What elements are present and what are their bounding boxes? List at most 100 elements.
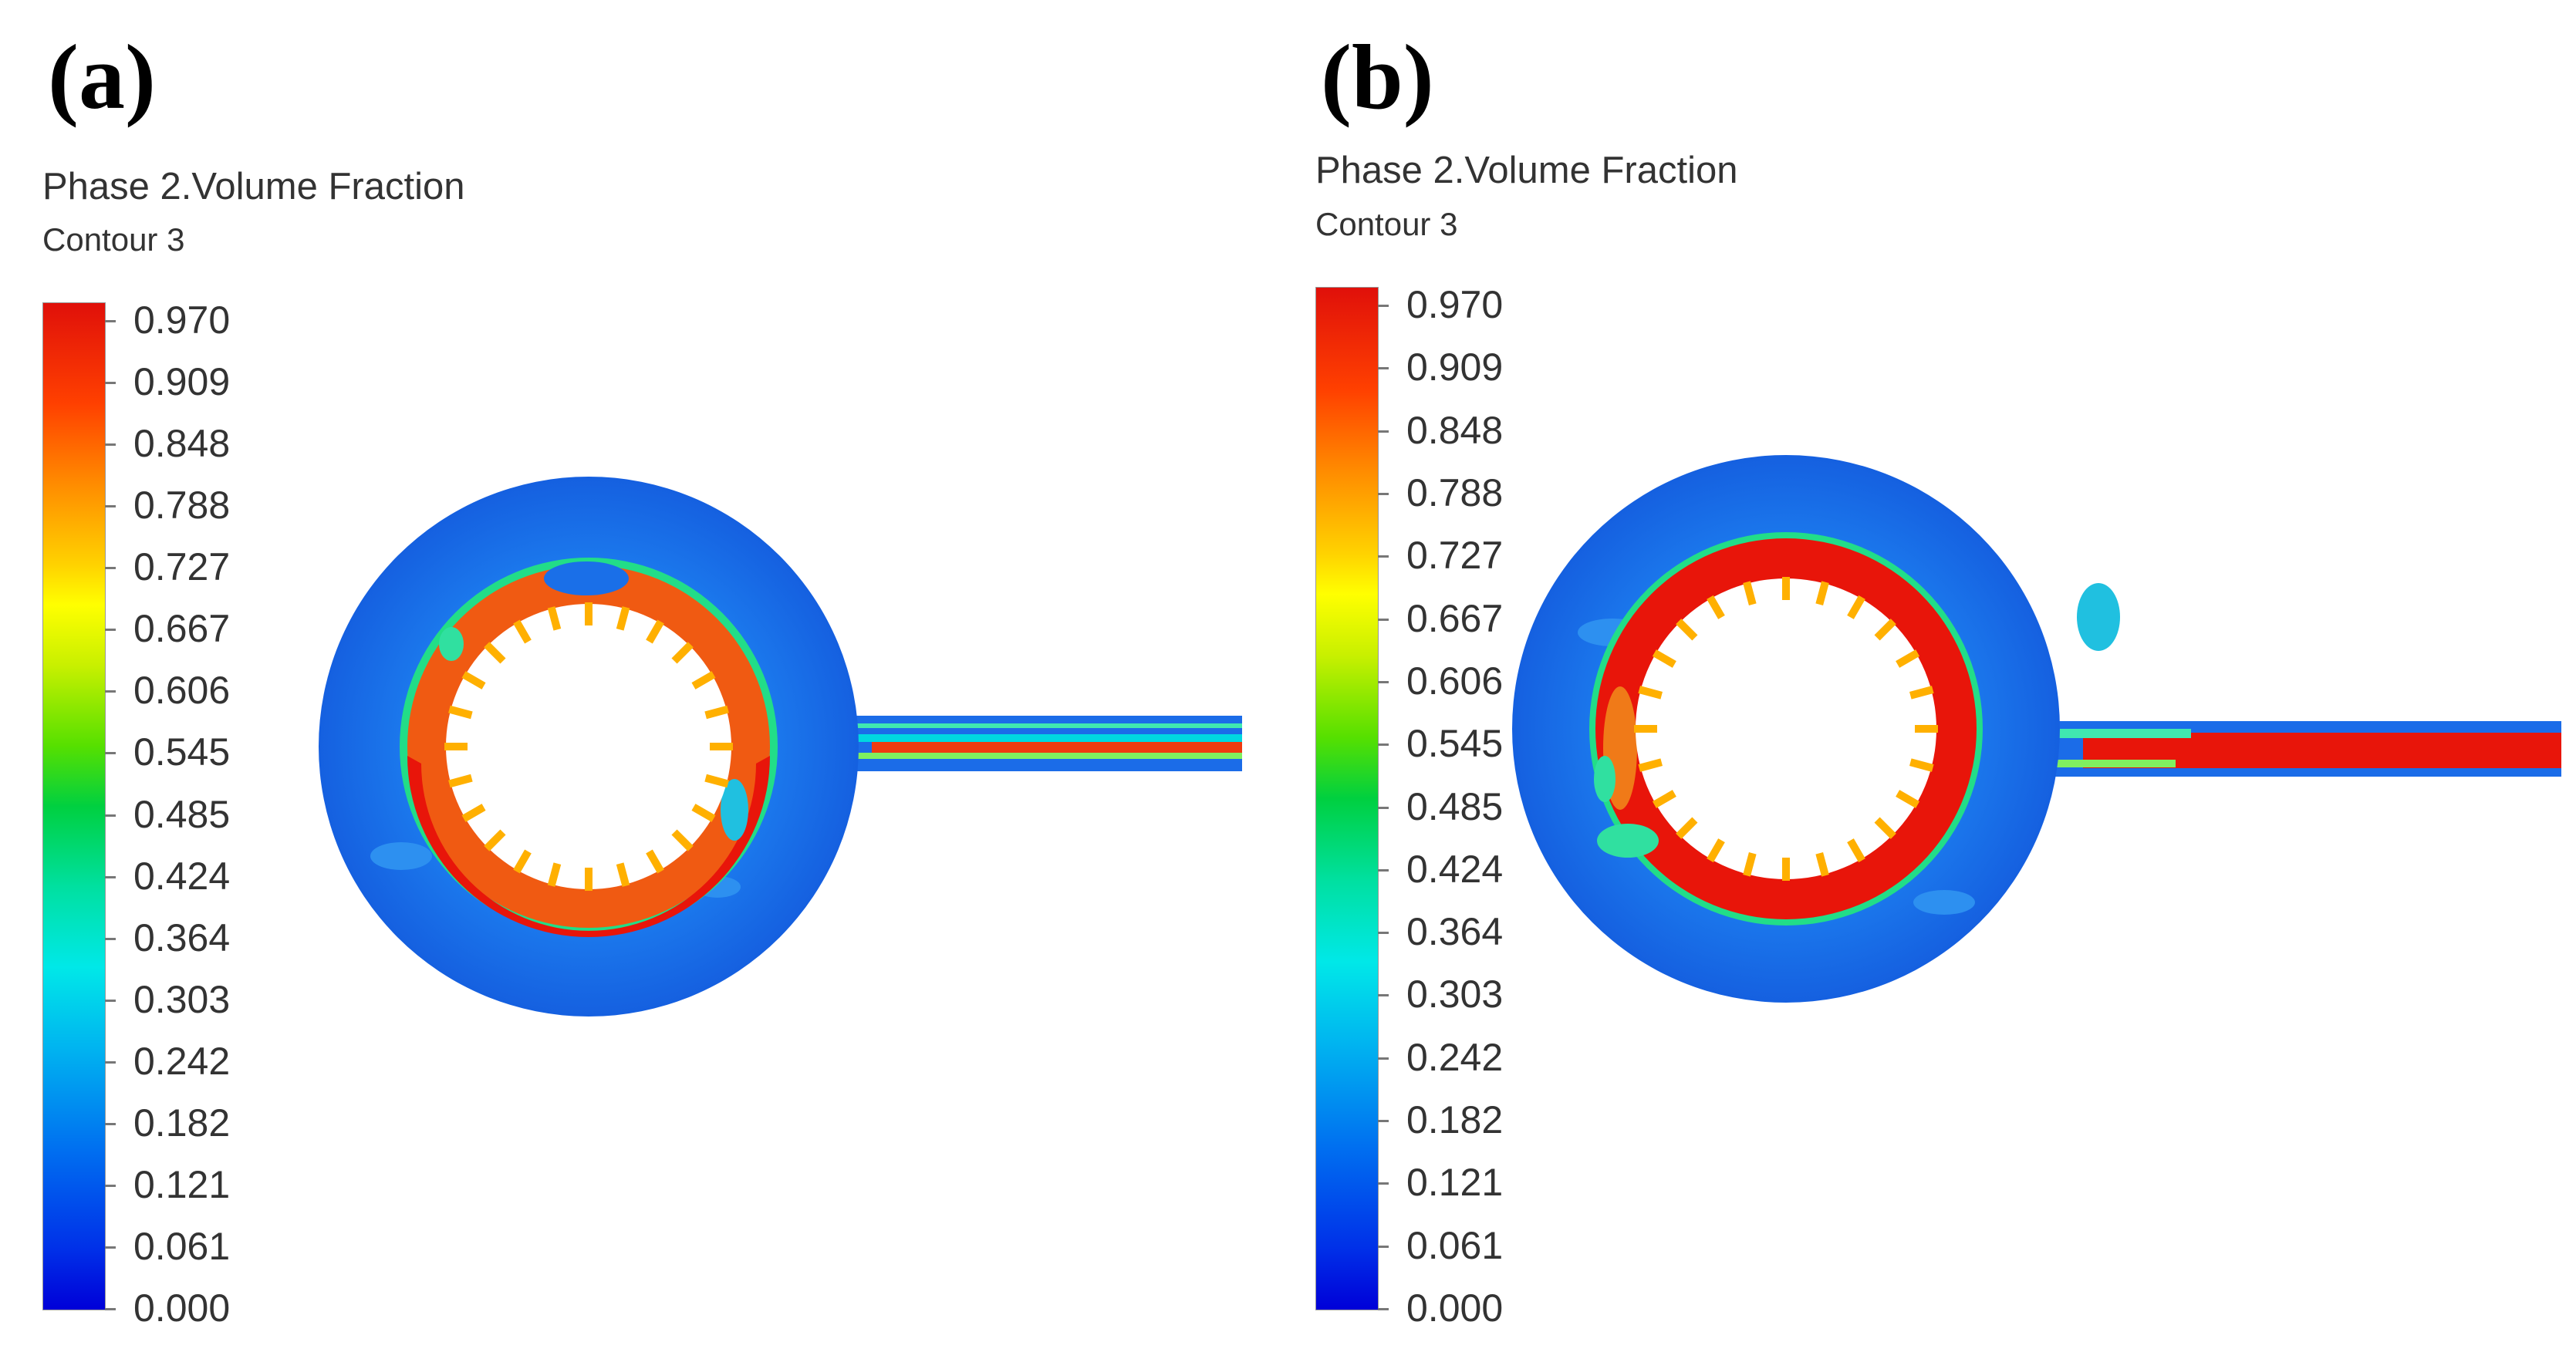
bubble-pocket	[2077, 583, 2120, 651]
colorbar-tick-mark	[1378, 367, 1389, 370]
panel-a: (a) Phase 2.Volume Fraction Contour 3 0.…	[0, 0, 1281, 1352]
colorbar-tick-mark	[105, 1246, 116, 1249]
colorbar-tick-label: 0.848	[1406, 408, 1504, 452]
colorbar-tick-mark	[105, 937, 116, 940]
panel-label: (b)	[1321, 25, 1434, 128]
flow-streak	[370, 842, 432, 870]
legend-title: Phase 2.Volume Fraction	[42, 166, 465, 207]
legend-subtitle: Contour 3	[42, 221, 185, 258]
colorbar-tick-label: 0.606	[1406, 659, 1504, 703]
core-tooth	[1847, 838, 1865, 863]
colorbar-tick-label: 0.000	[133, 1286, 231, 1330]
colorbar-tick-mark	[1378, 555, 1389, 558]
flow-streak	[1913, 890, 1975, 915]
core-tooth	[1909, 758, 1934, 772]
colorbar-tick-mark	[1378, 932, 1389, 935]
colorbar-tick-mark	[105, 875, 116, 878]
colorbar	[1315, 287, 1379, 1310]
colorbar-tick-mark	[1378, 806, 1389, 809]
colorbar-tick-label: 0.788	[133, 484, 231, 528]
bubble-pocket	[1594, 756, 1615, 802]
colorbar-tick-label: 0.424	[1406, 847, 1504, 891]
core-tooth	[1638, 758, 1663, 772]
core-tooth	[448, 774, 473, 788]
colorbar-tick-mark	[1378, 1308, 1389, 1310]
colorbar-tick-label: 0.061	[1406, 1223, 1504, 1267]
core-tooth	[461, 804, 486, 822]
volume-fraction-contour	[1512, 455, 2561, 1003]
bubble-pocket	[439, 627, 464, 661]
colorbar-tick-mark	[105, 629, 116, 632]
colorbar-tick-mark	[1378, 994, 1389, 997]
colorbar-tick-label: 0.242	[133, 1039, 231, 1083]
colorbar-tick-label: 0.909	[1406, 346, 1504, 389]
colorbar-tick-mark	[105, 320, 116, 322]
colorbar-tick-label: 0.364	[1406, 910, 1504, 954]
colorbar-tick-label: 0.242	[1406, 1035, 1504, 1079]
colorbar-tick-label: 0.303	[1406, 973, 1504, 1017]
core-tooth	[704, 705, 729, 720]
colorbar-tick-mark	[1378, 492, 1389, 495]
core-tooth	[1707, 838, 1725, 863]
core-tooth	[646, 849, 664, 874]
core-tooth	[1638, 686, 1663, 700]
core-tooth	[691, 671, 716, 689]
outlet-streak	[760, 753, 1242, 759]
core-tooth	[1743, 581, 1757, 605]
core-tooth	[616, 606, 630, 631]
colorbar-tick-mark	[1378, 430, 1389, 433]
core-tooth	[484, 829, 506, 851]
colorbar-tick-mark	[1378, 680, 1389, 683]
core-tooth	[1874, 619, 1896, 641]
colorbar-tick-label: 0.303	[133, 977, 231, 1021]
colorbar-tick-label: 0.727	[1406, 534, 1504, 578]
colorbar-tick-mark	[105, 1184, 116, 1187]
colorbar-tick-label: 0.182	[1406, 1098, 1504, 1142]
outlet-streak	[760, 734, 1242, 742]
colorbar-tick-mark	[1378, 1057, 1389, 1060]
bubble-pocket	[721, 779, 748, 841]
core-tooth	[704, 774, 729, 788]
colorbar-tick-label: 0.364	[133, 915, 231, 959]
core-tooth	[1676, 619, 1698, 641]
colorbar-tick-mark	[105, 1122, 116, 1125]
core-tooth	[616, 862, 630, 887]
core-tooth	[513, 619, 532, 644]
core-tooth	[671, 829, 694, 851]
colorbar-tick-label: 0.121	[133, 1162, 231, 1206]
colorbar-tick-label: 0.121	[1406, 1161, 1504, 1205]
colorbar-tick-mark	[1378, 868, 1389, 872]
colorbar-tick-mark	[105, 1060, 116, 1064]
colorbar-tick-label: 0.970	[133, 298, 231, 342]
core-tooth	[1847, 595, 1865, 619]
bubble-pocket	[1597, 824, 1659, 858]
colorbar-tick-label: 0.667	[1406, 596, 1504, 640]
core-tooth	[547, 606, 562, 631]
colorbar-tick-mark	[105, 382, 116, 385]
core-tooth	[1652, 649, 1676, 668]
inner-core	[446, 604, 731, 889]
core-tooth	[1896, 649, 1920, 668]
inner-teeth	[1634, 577, 1938, 881]
colorbar-tick-label: 0.424	[133, 854, 231, 898]
colorbar	[42, 302, 106, 1310]
colorbar-tick-label: 0.667	[133, 607, 231, 651]
core-tooth	[484, 642, 506, 664]
colorbar-tick-mark	[1378, 305, 1389, 307]
colorbar-tick-label: 0.182	[133, 1101, 231, 1145]
colorbar-tick-label: 0.000	[1406, 1286, 1504, 1330]
colorbar-tick-label: 0.727	[133, 545, 231, 589]
colorbar-tick-label: 0.485	[133, 792, 231, 836]
inner-teeth	[444, 602, 733, 891]
core-tooth	[547, 862, 562, 887]
outlet-streak	[872, 742, 1242, 753]
outlet-streak	[2052, 760, 2176, 767]
core-tooth	[1707, 595, 1725, 619]
core-tooth	[1676, 817, 1698, 839]
outlet-streak	[760, 723, 1242, 728]
colorbar-tick-mark	[105, 443, 116, 447]
core-tooth	[671, 642, 694, 664]
core-tooth	[461, 671, 486, 689]
colorbar-tick-label: 0.606	[133, 669, 231, 713]
colorbar-tick-mark	[1378, 1245, 1389, 1248]
